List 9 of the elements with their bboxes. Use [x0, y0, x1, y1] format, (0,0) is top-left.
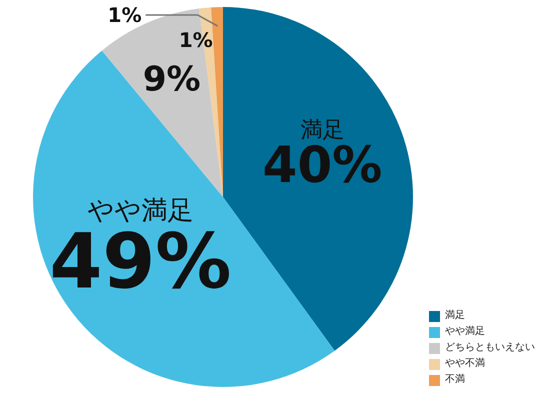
- data-label: 1%: [108, 3, 142, 27]
- legend-label: 不満: [445, 372, 465, 387]
- data-label: 9%: [142, 59, 201, 100]
- data-label: 1%: [178, 28, 213, 52]
- legend-label: どちらともいえない: [445, 341, 535, 355]
- pie-slice: [102, 8, 223, 197]
- legend-label: やや不満: [445, 356, 485, 371]
- legend-label: やや満足: [445, 324, 485, 339]
- legend-label: 満足: [445, 308, 465, 323]
